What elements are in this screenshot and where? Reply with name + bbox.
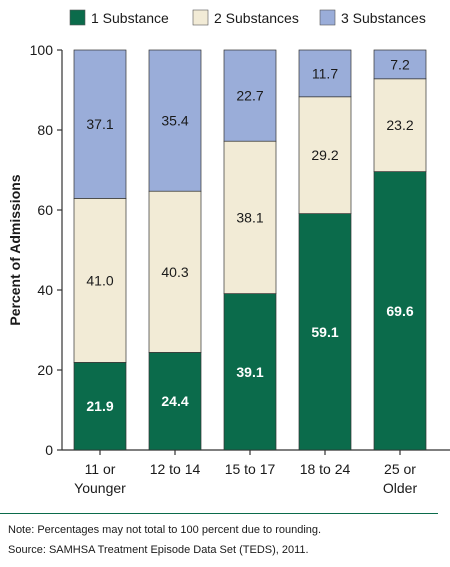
y-tick-label: 100 — [30, 42, 54, 58]
y-tick-label: 40 — [37, 282, 53, 298]
data-label-2-1: 41.0 — [86, 272, 113, 288]
bar-segment-3-4 — [298, 49, 352, 98]
data-label-2-3: 38.1 — [236, 209, 263, 225]
bar-segment-3-1 — [73, 49, 127, 199]
x-tick-label-3: 15 to 17 — [225, 461, 276, 477]
bar-segment-1-3 — [223, 293, 277, 451]
bar-segment-1-1 — [73, 362, 127, 451]
bar-segment-2-5 — [373, 78, 427, 172]
data-label-3-4: 11.7 — [312, 65, 338, 81]
data-label-1-4: 59.1 — [311, 324, 338, 340]
data-label-1-3: 39.1 — [236, 364, 263, 380]
bar-segment-3-2 — [148, 49, 202, 192]
x-tick-label-5: 25 or — [384, 461, 416, 477]
legend-label-1: 1 Substance — [91, 10, 169, 26]
data-label-3-1: 37.1 — [86, 116, 113, 132]
bar-segment-2-2 — [148, 190, 202, 353]
legend-swatch-1 — [69, 9, 86, 26]
bar-segment-3-5 — [373, 49, 427, 80]
data-label-3-2: 35.4 — [161, 113, 188, 129]
bar-segment-3-3 — [223, 49, 277, 142]
data-label-3-3: 22.7 — [236, 88, 263, 104]
data-label-2-5: 23.2 — [386, 117, 413, 133]
x-tick-label-5: Older — [383, 480, 418, 496]
y-tick-label: 0 — [45, 442, 53, 458]
x-tick-label-1: Younger — [74, 480, 126, 496]
x-tick-label-1: 11 or — [85, 461, 116, 477]
bar-segment-2-3 — [223, 140, 277, 294]
footer-divider — [0, 513, 438, 514]
legend-swatch-3 — [319, 9, 336, 26]
data-label-3-5: 7.2 — [390, 56, 410, 72]
bar-segment-1-4 — [298, 213, 352, 451]
data-label-2-2: 40.3 — [161, 264, 188, 280]
legend-label-3: 3 Substances — [341, 10, 426, 26]
data-label-1-1: 21.9 — [86, 398, 113, 414]
stacked-bar-chart: 1 Substance 2 Substances 3 Substances 0 20 40… — [7, 9, 450, 496]
data-label-1-5: 69.6 — [386, 303, 413, 319]
footnote: Note: Percentages may not total to 100 p… — [8, 524, 322, 536]
source-note: Source: SAMHSA Treatment Episode Data Se… — [8, 544, 309, 556]
legend-swatch-2 — [192, 9, 209, 26]
x-tick-label-2: 12 to 14 — [150, 461, 201, 477]
y-tick-label: 60 — [37, 202, 53, 218]
bar-segment-2-4 — [298, 96, 352, 214]
legend-label-2: 2 Substances — [214, 10, 299, 26]
y-tick-label: 80 — [37, 122, 53, 138]
bar-segment-2-1 — [73, 198, 127, 363]
data-label-1-2: 24.4 — [161, 393, 188, 409]
data-label-2-4: 29.2 — [311, 147, 338, 163]
y-axis-title: Percent of Admissions — [7, 174, 23, 325]
y-tick-label: 20 — [37, 362, 53, 378]
x-tick-label-4: 18 to 24 — [300, 461, 351, 477]
